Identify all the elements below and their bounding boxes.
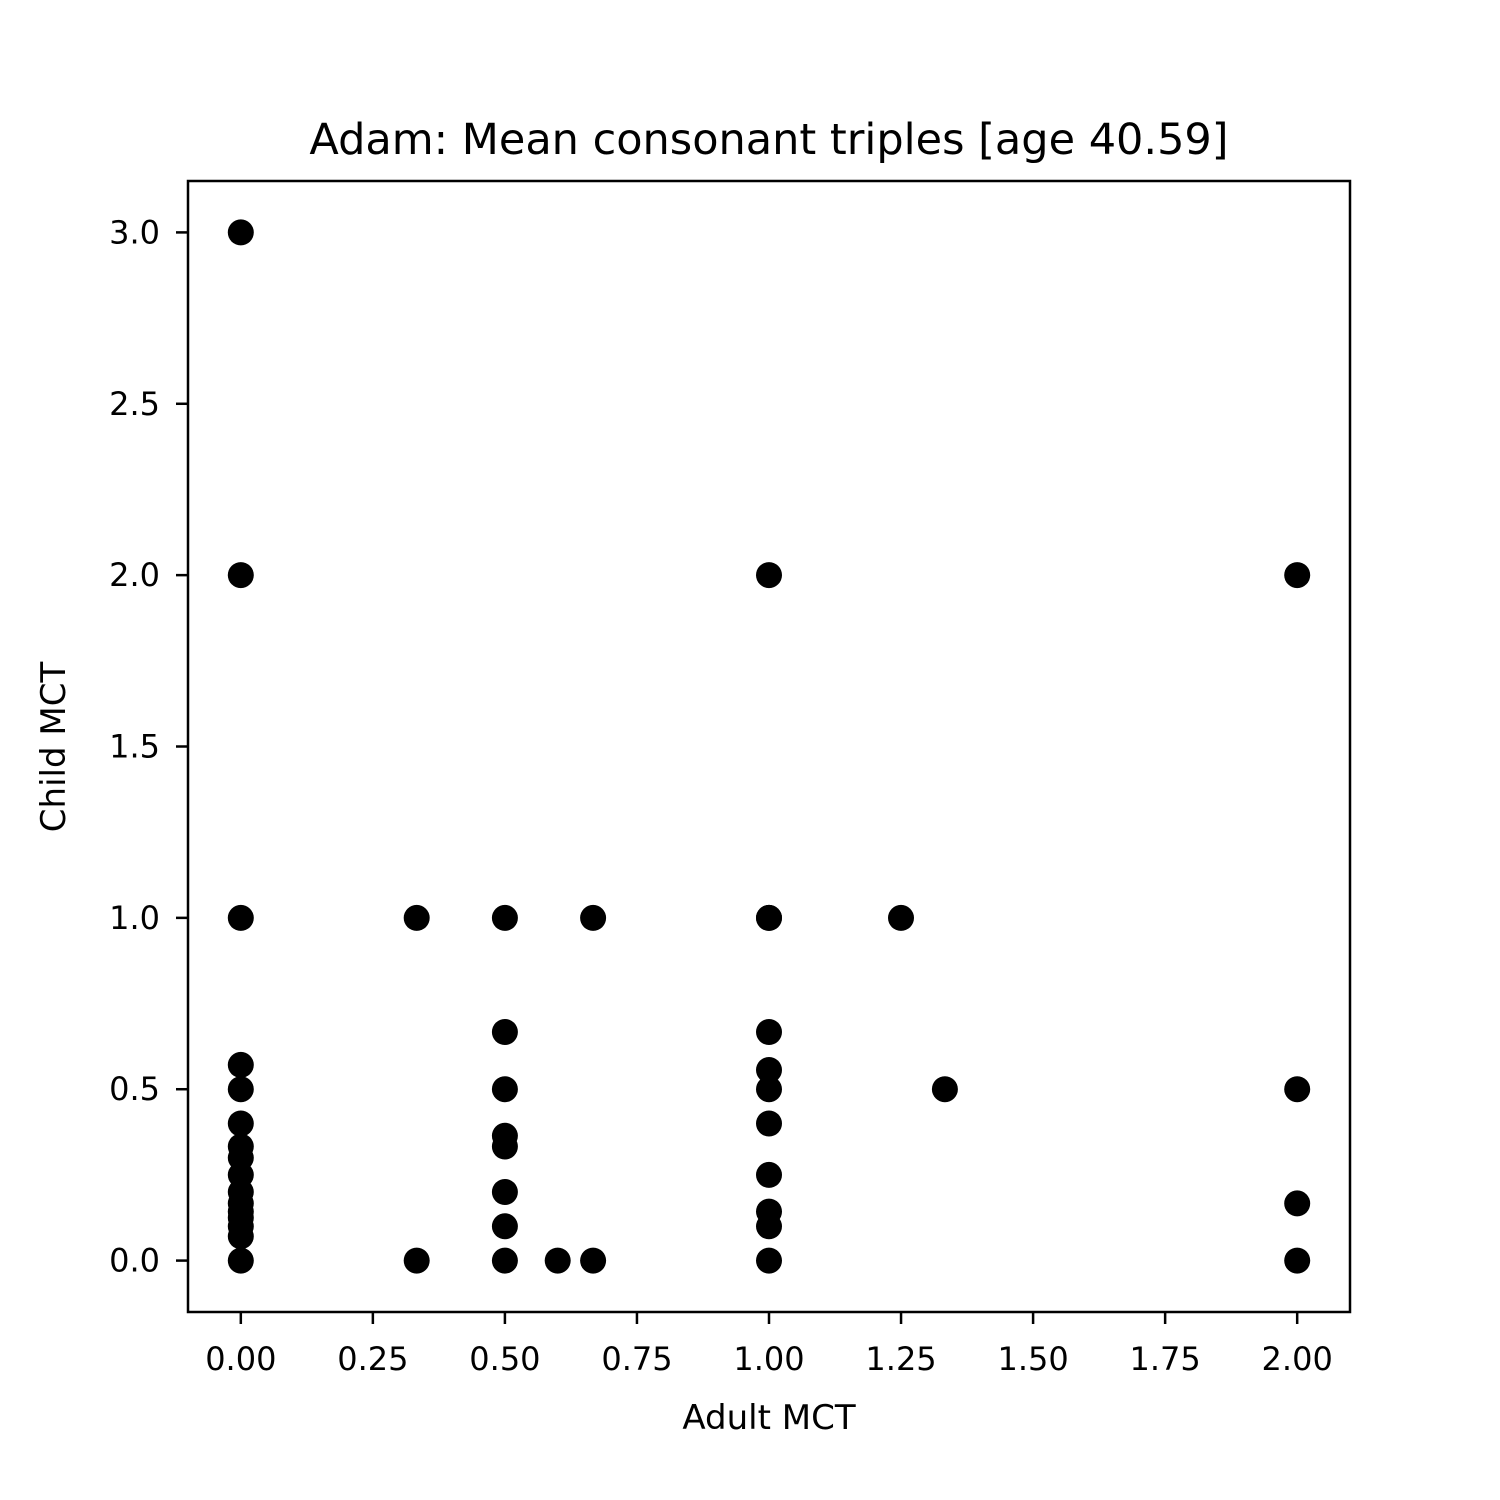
data-point — [227, 562, 254, 589]
y-tick-label: 0.0 — [109, 1242, 160, 1280]
data-point — [888, 904, 914, 931]
y-tick-label: 3.0 — [109, 213, 160, 251]
data-point — [227, 1110, 254, 1137]
x-tick-label: 0.75 — [601, 1340, 672, 1378]
x-axis: 0.00 0.25 0.50 0.75 1.00 1.25 1.50 1.75 2.00 — [205, 1312, 1333, 1378]
data-point — [491, 1076, 518, 1103]
x-tick-label: 1.25 — [865, 1340, 936, 1378]
data-point — [403, 1247, 430, 1274]
data-point — [756, 1247, 782, 1274]
data-point — [491, 1179, 518, 1205]
data-point — [1284, 1076, 1311, 1103]
y-tick-label: 1.0 — [109, 899, 160, 937]
x-axis-label: Adult MCT — [682, 1398, 855, 1438]
data-point — [1284, 1190, 1311, 1217]
data-point — [1284, 562, 1311, 589]
data-point — [227, 904, 254, 931]
data-point — [227, 219, 254, 246]
data-point — [580, 1247, 607, 1274]
y-tick-label: 2.5 — [109, 385, 160, 423]
data-point — [756, 1076, 782, 1103]
y-tick-label: 2.0 — [109, 556, 160, 594]
data-point — [756, 1213, 782, 1240]
data-point — [756, 904, 782, 931]
x-tick-label: 1.50 — [997, 1340, 1068, 1378]
x-tick-label: 0.00 — [205, 1340, 276, 1378]
data-point — [491, 1247, 518, 1274]
data-point — [491, 1019, 518, 1045]
x-tick-label: 0.50 — [469, 1340, 540, 1378]
x-tick-label: 2.00 — [1262, 1340, 1333, 1378]
y-axis-label: Child MCT — [34, 662, 74, 833]
data-point — [756, 1019, 782, 1045]
data-point — [227, 1051, 254, 1078]
y-axis: 0.0 0.5 1.0 1.5 2.0 2.5 3.0 — [109, 213, 188, 1280]
data-point — [756, 1161, 782, 1188]
y-tick-label: 1.5 — [109, 728, 160, 766]
data-points — [227, 219, 1311, 1274]
x-tick-label: 1.75 — [1130, 1340, 1201, 1378]
data-point — [403, 904, 430, 931]
data-point — [227, 1223, 254, 1250]
data-point — [931, 1076, 958, 1103]
x-tick-label: 1.00 — [733, 1340, 804, 1378]
data-point — [544, 1247, 571, 1274]
data-point — [756, 1110, 782, 1137]
data-point — [580, 904, 607, 931]
data-point — [491, 1133, 518, 1160]
data-point — [227, 1247, 254, 1274]
y-tick-label: 0.5 — [109, 1070, 160, 1108]
x-tick-label: 0.25 — [337, 1340, 408, 1378]
data-point — [1284, 1247, 1311, 1274]
data-point — [227, 1076, 254, 1103]
data-point — [491, 904, 518, 931]
data-point — [491, 1213, 518, 1240]
data-point — [756, 1057, 782, 1083]
data-point — [756, 562, 782, 589]
chart-title: Adam: Mean consonant triples [age 40.59] — [309, 115, 1228, 165]
